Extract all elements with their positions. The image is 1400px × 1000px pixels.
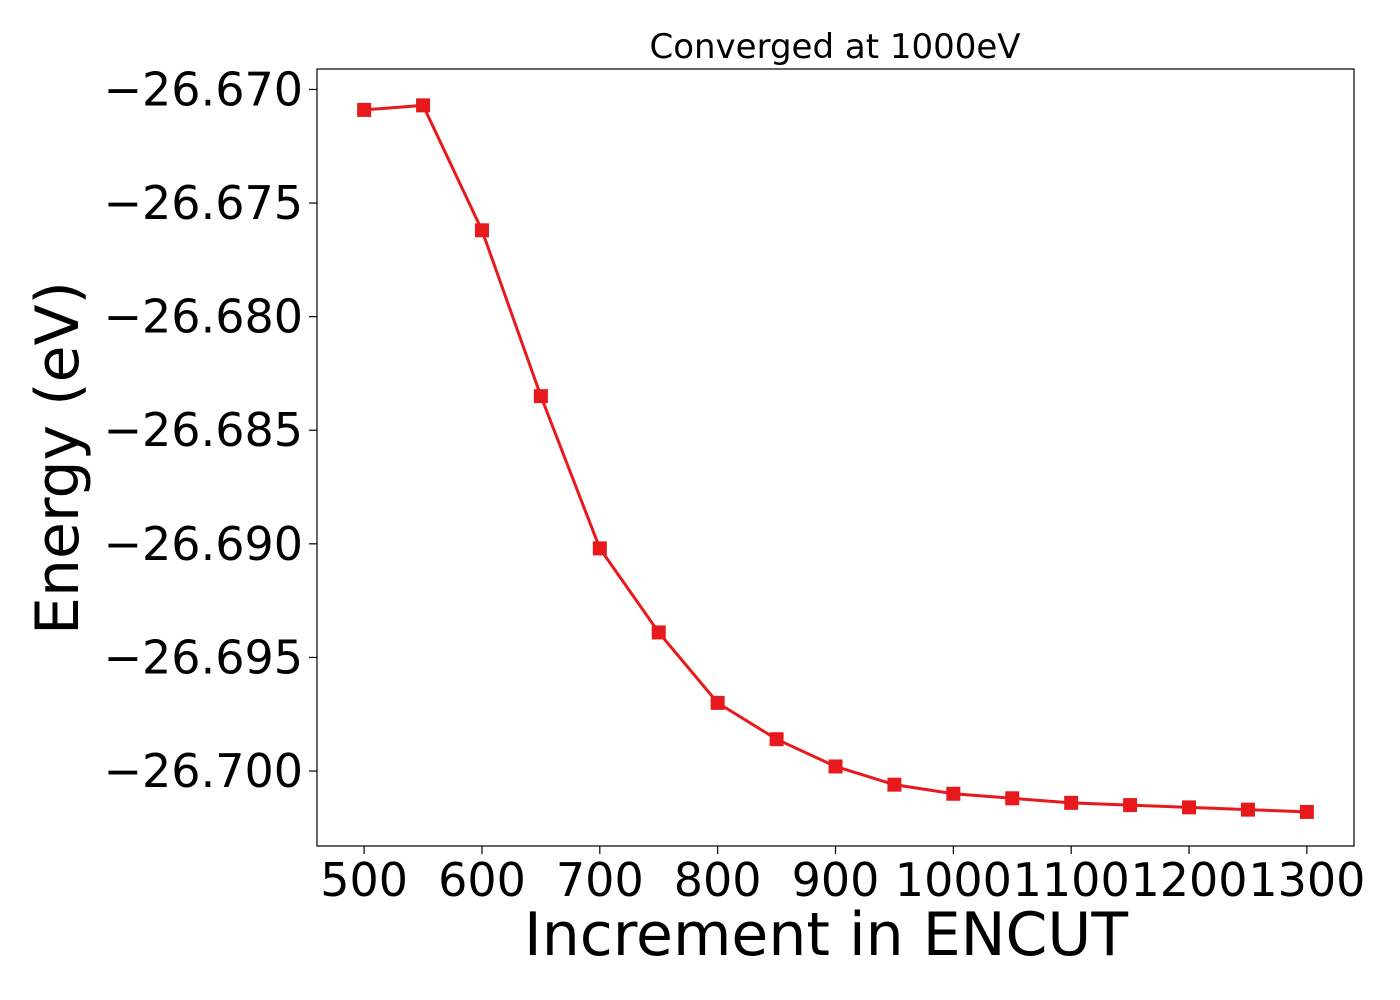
data-point — [1182, 800, 1197, 815]
data-point — [651, 625, 666, 640]
y-tick-label: −26.695 — [104, 630, 304, 684]
data-point — [887, 777, 902, 792]
x-tick-label: 800 — [674, 853, 762, 907]
x-axis: 500 600 700 800 900 1000 1100 1200 1300 — [320, 846, 1365, 907]
data-point — [769, 732, 784, 747]
x-tick-label: 500 — [320, 853, 408, 907]
series-points — [357, 98, 1314, 819]
x-tick-label: 1000 — [895, 853, 1012, 907]
data-point — [1299, 804, 1314, 819]
data-point — [533, 389, 548, 404]
y-tick-label: −26.675 — [104, 176, 304, 230]
chart-title: Converged at 1000eV — [649, 27, 1020, 67]
data-point — [474, 223, 489, 238]
data-point — [710, 695, 725, 710]
data-point — [357, 102, 372, 117]
series-line — [364, 103, 1307, 814]
data-point — [416, 98, 431, 113]
y-axis: −26.670 −26.675 −26.680 −26.685 −26.690 −26.6… — [104, 62, 317, 798]
x-tick-label: 900 — [792, 853, 880, 907]
data-point — [946, 786, 961, 801]
x-tick-label: 1100 — [1013, 853, 1130, 907]
y-axis-label: Energy (eV) — [23, 281, 93, 635]
y-tick-label: −26.685 — [104, 403, 304, 457]
y-tick-label: −26.700 — [104, 744, 304, 798]
data-point — [828, 759, 843, 774]
data-point — [592, 541, 607, 556]
x-tick-label: 600 — [438, 853, 526, 907]
x-tick-label: 1200 — [1130, 853, 1247, 907]
data-point — [1240, 802, 1255, 817]
data-point — [1005, 791, 1020, 806]
y-tick-label: −26.690 — [104, 517, 304, 571]
y-tick-label: −26.680 — [104, 290, 304, 344]
data-point — [1123, 798, 1138, 813]
x-tick-label: 1300 — [1248, 853, 1365, 907]
y-tick-label: −26.670 — [104, 62, 304, 116]
data-point — [1064, 795, 1079, 810]
x-tick-label: 700 — [556, 853, 644, 907]
plot-frame — [316, 68, 1355, 847]
x-axis-label: Increment in ENCUT — [524, 900, 1128, 970]
